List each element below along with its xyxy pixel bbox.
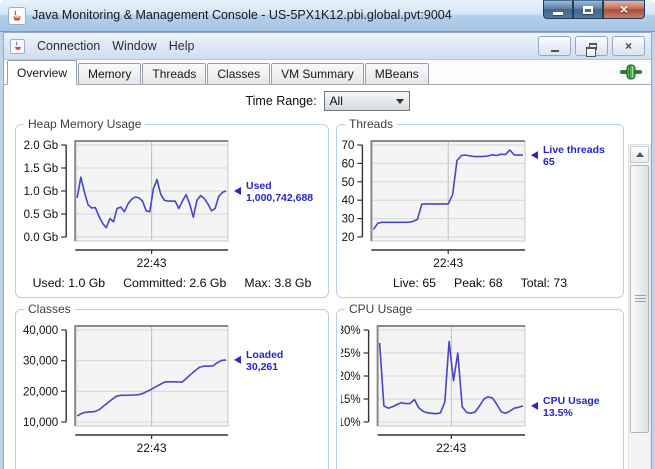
svg-text:20%: 20% <box>341 371 361 383</box>
tab-memory[interactable]: Memory <box>78 63 142 84</box>
connection-status-icon <box>619 64 643 85</box>
svg-text:22:43: 22:43 <box>433 256 463 269</box>
svg-text:30%: 30% <box>341 325 361 337</box>
heap-memory-chart: 0.0 Gb 0.5 Gb 1.0 Gb 1.5 Gb 2.0 Gb 22:43 Used1… <box>24 140 313 269</box>
frame-restore-button[interactable] <box>575 36 608 57</box>
arrow-up-icon <box>635 152 644 157</box>
scrollbar-thumb[interactable] <box>630 165 649 433</box>
heap-memory-groupbox: Heap Memory Usage 0.0 Gb 0.5 Gb 1.0 Gb 1.5 … <box>15 117 329 298</box>
svg-text:2.0 Gb: 2.0 Gb <box>24 140 59 152</box>
svg-text:22:43: 22:43 <box>137 441 167 454</box>
menu-bar: Connection Window Help × <box>4 33 651 60</box>
stat-item: Peak: 68 <box>454 276 503 290</box>
scrollbar-grip-icon <box>635 295 646 303</box>
close-button[interactable]: × <box>603 0 645 19</box>
window-titlebar[interactable]: Java Monitoring & Management Console - U… <box>0 0 655 32</box>
frame-controls: × <box>538 36 645 57</box>
classes-groupbox: Classes 10,000 20,000 30,000 40,000 22:43 Loa… <box>15 302 329 469</box>
scrollbar-up-button[interactable] <box>630 146 649 163</box>
svg-text:50: 50 <box>342 177 355 189</box>
svg-text:60: 60 <box>342 158 355 170</box>
tab-overview[interactable]: Overview <box>7 60 78 85</box>
time-range-value: All <box>329 94 343 108</box>
svg-text:Used: Used <box>246 180 272 192</box>
overview-panel: Time Range: All Heap Memory Usage 0.0 Gb… <box>5 86 651 469</box>
svg-text:Loaded: Loaded <box>246 349 283 361</box>
svg-text:65: 65 <box>543 156 555 168</box>
window-title: Java Monitoring & Management Console - U… <box>32 8 452 22</box>
tab-threads[interactable]: Threads <box>142 63 207 84</box>
close-icon: × <box>619 1 629 17</box>
svg-text:40,000: 40,000 <box>23 325 58 337</box>
stat-item: Max: 3.8 Gb <box>244 276 312 290</box>
svg-text:0.5 Gb: 0.5 Gb <box>24 209 59 221</box>
svg-text:13.5%: 13.5% <box>543 407 573 419</box>
svg-text:22:43: 22:43 <box>436 441 466 454</box>
menu-window[interactable]: Window <box>112 39 157 53</box>
classes-chart: 10,000 20,000 30,000 40,000 22:43 Loaded30,26… <box>23 325 283 454</box>
frame-minimize-button[interactable] <box>538 36 571 56</box>
threads-stats: Live: 65 Peak: 68 Total: 73 <box>337 276 623 290</box>
threads-title: Threads <box>345 117 398 131</box>
charts-grid: Heap Memory Usage 0.0 Gb 0.5 Gb 1.0 Gb 1.5 … <box>5 116 651 469</box>
svg-text:10,000: 10,000 <box>23 417 58 429</box>
svg-text:1,000,742,688: 1,000,742,688 <box>246 192 313 204</box>
svg-text:CPU Usage: CPU Usage <box>543 395 600 407</box>
time-range-row: Time Range: All <box>5 86 650 116</box>
vertical-scrollbar[interactable] <box>628 144 651 469</box>
heap-memory-stats: Used: 1.0 Gb Committed: 2.6 Gb Max: 3.8 Gb <box>16 276 328 290</box>
threads-groupbox: Threads 20 30 40 50 60 70 22:43 Live threads 65 … <box>336 117 624 298</box>
svg-text:25%: 25% <box>341 348 361 360</box>
tab-bar: Overview Memory Threads Classes VM Summa… <box>4 60 651 85</box>
java-frame-icon <box>10 38 25 54</box>
svg-text:20: 20 <box>342 232 355 244</box>
chevron-down-icon <box>395 98 404 104</box>
svg-text:1.0 Gb: 1.0 Gb <box>24 186 59 198</box>
stat-item: Used: 1.0 Gb <box>32 276 106 290</box>
maximize-button[interactable] <box>573 0 603 19</box>
tab-vm-summary[interactable]: VM Summary <box>271 63 364 84</box>
svg-text:1.5 Gb: 1.5 Gb <box>24 163 59 175</box>
svg-text:70: 70 <box>342 140 355 152</box>
heap-memory-title: Heap Memory Usage <box>24 117 146 131</box>
frame-close-icon: × <box>624 39 632 53</box>
internal-frame: Connection Window Help × Overview Memory… <box>3 32 652 469</box>
java-app-icon <box>8 7 26 25</box>
svg-text:40: 40 <box>342 195 355 207</box>
stat-item: Committed: 2.6 Gb <box>123 276 227 290</box>
frame-minimize-icon <box>550 49 559 52</box>
svg-text:20,000: 20,000 <box>23 386 58 398</box>
stat-item: Total: 73 <box>520 276 568 290</box>
minimize-button[interactable] <box>543 0 573 19</box>
classes-title: Classes <box>24 302 75 316</box>
time-range-select[interactable]: All <box>323 91 410 111</box>
tab-classes[interactable]: Classes <box>207 63 271 84</box>
svg-text:Live threads: Live threads <box>543 144 605 156</box>
tab-mbeans[interactable]: MBeans <box>364 63 429 84</box>
menu-help[interactable]: Help <box>168 39 195 53</box>
svg-text:0.0 Gb: 0.0 Gb <box>24 232 59 244</box>
stat-item: Live: 65 <box>392 276 437 290</box>
svg-text:15%: 15% <box>341 394 361 406</box>
svg-text:30,261: 30,261 <box>246 361 278 373</box>
frame-restore-icon <box>586 42 597 57</box>
minimize-icon <box>553 11 563 15</box>
frame-close-button[interactable]: × <box>612 36 645 56</box>
cpu-usage-title: CPU Usage <box>345 302 417 316</box>
menu-connection[interactable]: Connection <box>37 39 101 53</box>
svg-text:30,000: 30,000 <box>23 356 58 368</box>
time-range-label: Time Range: <box>245 94 317 108</box>
maximize-icon <box>583 5 593 14</box>
svg-text:10%: 10% <box>341 417 361 429</box>
svg-text:22:43: 22:43 <box>137 256 167 269</box>
svg-text:30: 30 <box>342 214 355 226</box>
window-controls: × <box>543 0 645 19</box>
